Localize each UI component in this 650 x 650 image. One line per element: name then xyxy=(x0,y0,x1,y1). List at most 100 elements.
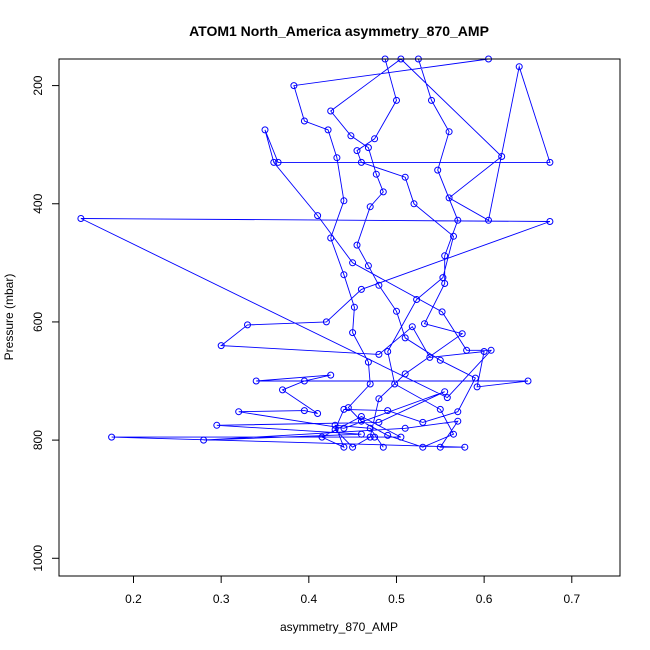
data-point xyxy=(450,430,457,438)
data-point xyxy=(364,144,372,152)
data-point xyxy=(410,200,418,208)
data-point xyxy=(200,436,208,444)
data-point xyxy=(379,188,387,196)
data-point xyxy=(322,318,330,326)
data-point xyxy=(357,285,365,293)
data-point xyxy=(546,158,554,166)
data-point xyxy=(327,371,335,379)
data-point xyxy=(366,424,374,432)
data-point xyxy=(371,433,379,441)
data-point xyxy=(393,307,400,315)
data-point xyxy=(384,431,392,439)
data-point xyxy=(375,395,383,403)
data-point xyxy=(340,405,348,413)
data-point xyxy=(340,424,348,432)
data-point xyxy=(384,407,392,415)
data-point xyxy=(441,280,449,287)
data-point xyxy=(324,126,332,134)
data-point xyxy=(419,443,427,451)
y-tick-label: 400 xyxy=(31,193,45,213)
data-point xyxy=(366,380,374,388)
data-point xyxy=(436,443,444,451)
data-point xyxy=(357,413,365,420)
data-point xyxy=(473,383,481,391)
data-point xyxy=(340,443,348,451)
data-point xyxy=(480,348,488,355)
plot-area xyxy=(77,55,554,451)
data-point xyxy=(353,241,361,249)
data-point xyxy=(290,82,298,90)
data-point xyxy=(454,216,462,224)
data-point xyxy=(485,216,492,224)
data-point xyxy=(366,433,374,441)
data-point xyxy=(426,353,434,361)
data-point xyxy=(327,234,335,242)
data-point xyxy=(213,421,221,429)
data-point xyxy=(375,281,383,289)
data-point xyxy=(438,308,446,316)
plot-frame xyxy=(58,58,621,577)
data-point xyxy=(461,443,469,451)
data-point xyxy=(401,334,409,342)
y-tick-label: 200 xyxy=(31,75,45,95)
data-point xyxy=(364,262,372,270)
x-tick-label: 0.5 xyxy=(388,592,405,606)
x-tick-label: 0.3 xyxy=(213,592,230,606)
data-point xyxy=(357,430,365,438)
x-tick-label: 0.7 xyxy=(563,592,580,606)
data-point xyxy=(344,404,352,412)
data-point xyxy=(441,252,449,260)
data-point xyxy=(244,321,251,329)
data-point xyxy=(436,405,444,413)
data-point xyxy=(498,153,506,160)
y-tick-label: 800 xyxy=(31,430,45,450)
data-point xyxy=(353,147,361,155)
data-point xyxy=(454,408,462,416)
data-point xyxy=(357,158,365,166)
data-point xyxy=(340,271,348,279)
data-point xyxy=(327,107,335,115)
data-point xyxy=(217,342,225,350)
x-tick-label: 0.4 xyxy=(300,592,317,606)
data-point xyxy=(454,417,462,425)
data-point xyxy=(349,443,357,451)
data-point xyxy=(397,433,405,441)
data-point xyxy=(379,443,387,451)
y-tick-label: 600 xyxy=(31,312,45,332)
data-point xyxy=(77,215,85,222)
y-tick-label: 1000 xyxy=(31,545,45,572)
data-point xyxy=(372,170,380,178)
data-point xyxy=(349,329,357,337)
data-point xyxy=(401,173,409,181)
data-point xyxy=(391,380,399,388)
x-axis-label: asymmetry_870_AMP xyxy=(280,620,398,634)
data-point xyxy=(428,96,435,104)
data-point xyxy=(235,408,243,416)
data-point xyxy=(445,194,453,202)
data-point xyxy=(375,350,383,358)
data-point xyxy=(252,377,260,385)
data-point xyxy=(546,218,554,225)
data-point xyxy=(357,417,365,425)
data-point xyxy=(419,418,427,426)
x-axis: 0.2 0.3 0.4 0.5 0.6 0.7 xyxy=(125,576,580,606)
chart-title: ATOM1 North_America asymmetry_870_AMP xyxy=(189,23,489,39)
data-point xyxy=(524,377,532,385)
data-point xyxy=(331,421,339,429)
data-point xyxy=(349,259,357,267)
data-point xyxy=(408,323,416,331)
data-point xyxy=(300,377,308,385)
y-axis-label: Pressure (mbar) xyxy=(2,274,16,361)
data-point xyxy=(347,132,355,140)
data-point xyxy=(384,348,392,355)
data-point xyxy=(350,303,358,311)
data-point xyxy=(318,433,326,441)
data-point xyxy=(445,128,453,136)
data-point xyxy=(270,158,278,166)
data-point xyxy=(463,346,471,354)
data-point xyxy=(421,320,428,328)
data-point xyxy=(340,197,348,205)
data-point xyxy=(450,232,457,240)
data-point xyxy=(314,410,322,417)
